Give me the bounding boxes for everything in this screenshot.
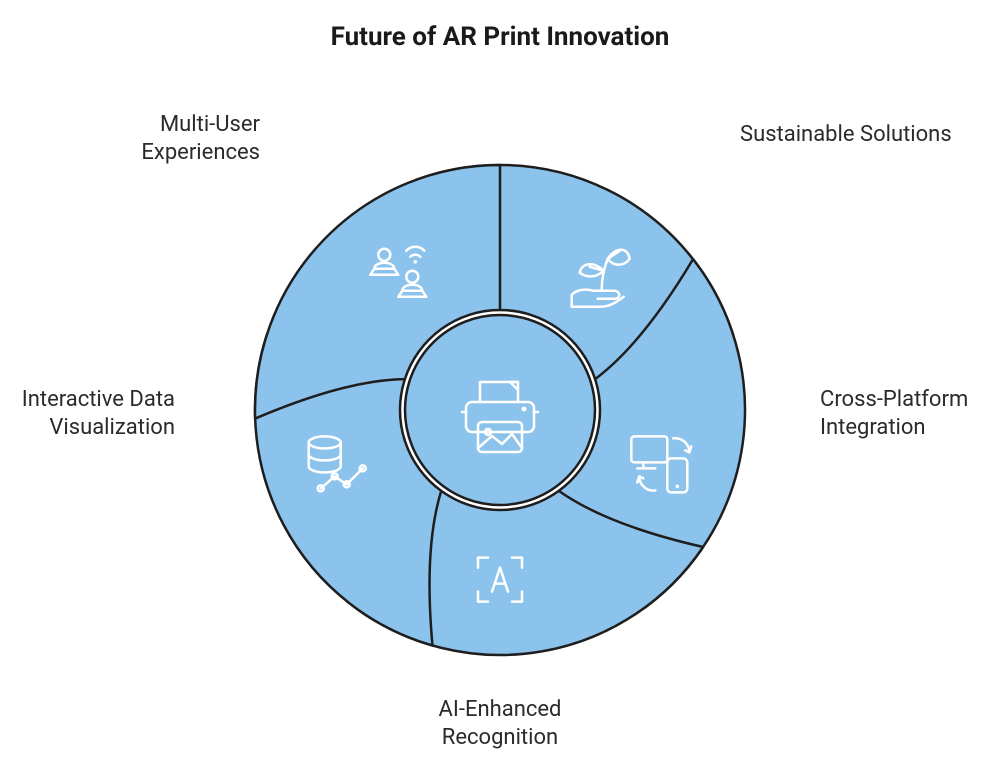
label-multiuser: Multi-User Experiences (40, 111, 260, 166)
label-dataviz: Interactive Data Visualization (0, 386, 175, 441)
label-crossplatform: Cross-Platform Integration (820, 386, 1000, 441)
diagram-stage: Future of AR Print Innovation Sustainabl… (0, 0, 1000, 780)
center-circle (405, 315, 595, 505)
label-sustainable: Sustainable Solutions (740, 121, 960, 149)
label-ai: AI-Enhanced Recognition (390, 696, 610, 751)
